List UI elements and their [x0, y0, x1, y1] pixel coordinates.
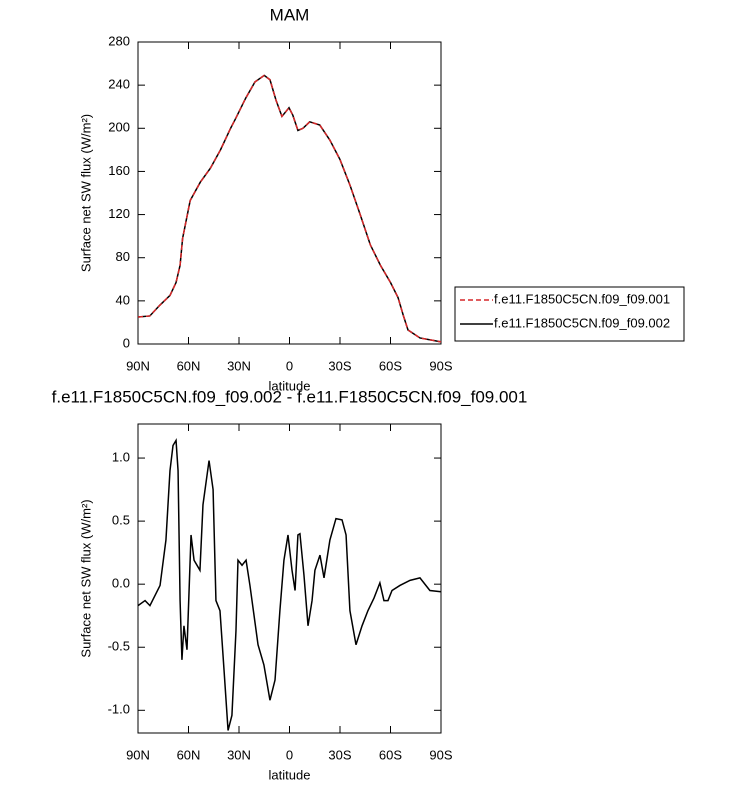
x-tick-label: 60N: [177, 747, 201, 762]
y-axis-label: Surface net SW flux (W/m²): [78, 114, 93, 272]
y-tick-label: 40: [116, 292, 130, 307]
x-tick-label: 90S: [429, 747, 452, 762]
y-tick-label: 200: [108, 120, 130, 135]
x-tick-label: 30S: [328, 747, 351, 762]
y-tick-label: 120: [108, 206, 130, 221]
plot-frame: [137, 423, 442, 734]
y-tick-label: -1.0: [108, 702, 130, 717]
x-tick-label: 30S: [328, 358, 351, 373]
x-tick-label: 90N: [126, 358, 150, 373]
legend-label: f.e11.F1850C5CN.f09_f09.002: [494, 315, 670, 330]
x-tick-label: 60S: [379, 358, 402, 373]
y-tick-label: 160: [108, 163, 130, 178]
y-tick-label: 0.0: [112, 576, 130, 591]
y-tick-label: 240: [108, 77, 130, 92]
chart-title: f.e11.F1850C5CN.f09_f09.002 - f.e11.F185…: [52, 387, 528, 406]
data-line: [137, 74, 442, 343]
legend-frame: [454, 286, 685, 342]
x-tick-label: 60S: [379, 747, 402, 762]
y-tick-label: 280: [108, 33, 130, 48]
x-axis-label: latitude: [269, 378, 311, 393]
y-tick-label: 0.5: [112, 513, 130, 528]
legend: f.e11.F1850C5CN.f09_f09.001 f.e11.F1850C5…: [454, 286, 685, 342]
data-line: [137, 74, 442, 343]
x-axis-label: latitude: [269, 767, 311, 782]
x-tick-label: 60N: [177, 358, 201, 373]
data-line: [137, 437, 442, 731]
x-tick-label: 0: [286, 358, 293, 373]
y-tick-label: 1.0: [112, 449, 130, 464]
y-axis-label: Surface net SW flux (W/m²): [78, 499, 93, 657]
x-tick-label: 0: [286, 747, 293, 762]
plot-frame: [137, 41, 442, 345]
y-tick-label: -0.5: [108, 639, 130, 654]
x-tick-label: 90S: [429, 358, 452, 373]
x-tick-label: 30N: [227, 747, 251, 762]
x-tick-label: 90N: [126, 747, 150, 762]
x-tick-label: 30N: [227, 358, 251, 373]
y-tick-label: 0: [123, 335, 130, 350]
chart-title: MAM: [270, 5, 310, 24]
y-tick-label: 80: [116, 249, 130, 264]
legend-label: f.e11.F1850C5CN.f09_f09.001: [494, 291, 670, 306]
